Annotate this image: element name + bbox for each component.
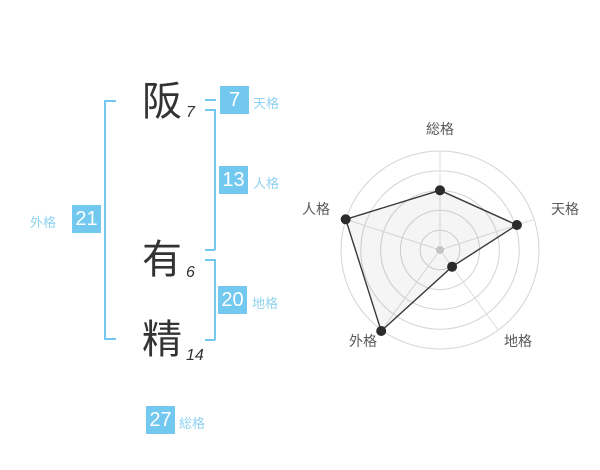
svg-text:人格: 人格 xyxy=(302,201,330,217)
svg-text:外格: 外格 xyxy=(349,333,377,349)
svg-text:天格: 天格 xyxy=(551,201,579,217)
svg-text:地格: 地格 xyxy=(504,333,532,349)
svg-text:総格: 総格 xyxy=(426,121,454,137)
